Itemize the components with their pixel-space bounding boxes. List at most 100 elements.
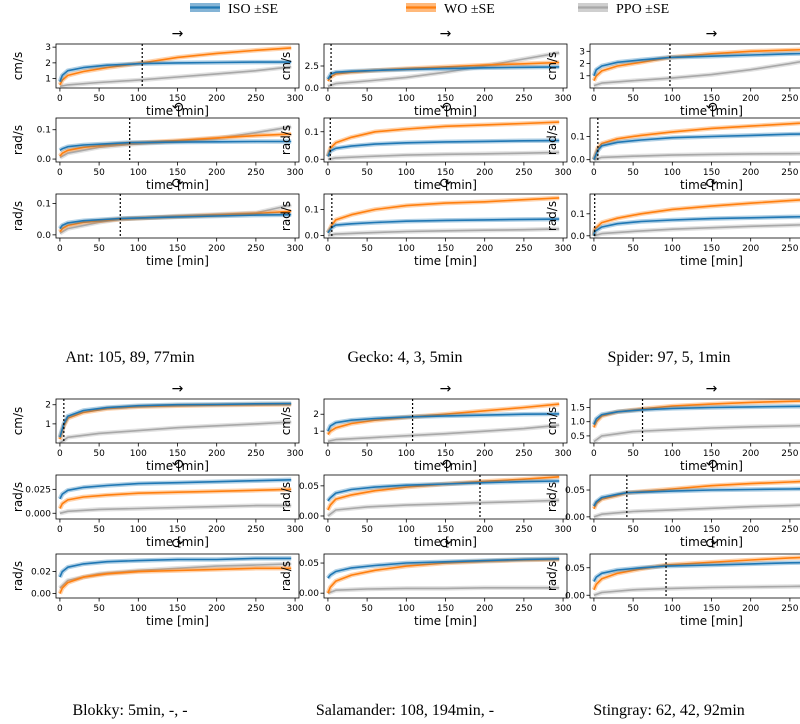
x-tick-label: 100 bbox=[398, 604, 415, 614]
x-tick-label: 100 bbox=[664, 525, 681, 535]
x-tick-label: 100 bbox=[664, 244, 681, 254]
x-tick-label: 150 bbox=[703, 604, 720, 614]
plot-area bbox=[325, 556, 560, 596]
x-tick-label: 300 bbox=[286, 244, 303, 254]
direction-glyph: ⟳ bbox=[706, 176, 718, 192]
y-tick-label: 0.05 bbox=[299, 482, 319, 492]
x-tick-label: 50 bbox=[361, 604, 373, 614]
panel: ⟳ 0 50 100 150 200 250 300 0.00 0.02 time [min] rad… bbox=[11, 536, 304, 628]
series-line-wo bbox=[59, 47, 292, 86]
series-line-iso bbox=[327, 139, 560, 157]
chart-caption: Blokky: 5min, -, - bbox=[72, 702, 187, 719]
x-tick-label: 250 bbox=[515, 244, 532, 254]
panel: ⟲ 0 50 100 150 200 250 300 0.00 0.05 time [min] rad… bbox=[545, 457, 800, 549]
x-tick-label: 250 bbox=[781, 525, 798, 535]
legend-item-wo: WO ±SE bbox=[406, 2, 495, 17]
plot-area bbox=[325, 118, 560, 162]
x-tick-label: 100 bbox=[398, 168, 415, 178]
plot-area bbox=[325, 475, 560, 519]
direction-glyph: ⟲ bbox=[706, 100, 718, 116]
y-tick-label: 0.00 bbox=[299, 512, 319, 522]
x-tick-label: 300 bbox=[286, 168, 303, 178]
x-tick-label: 50 bbox=[627, 244, 639, 254]
x-tick-label: 0 bbox=[57, 525, 63, 535]
chart-caption: Ant: 105, 89, 77min bbox=[65, 349, 194, 366]
series-line-ppo bbox=[593, 424, 800, 443]
panel: ⟲ 0 50 100 150 200 250 300 0.0 0.1 time [min] rad/s bbox=[11, 100, 304, 192]
series-line-ppo bbox=[593, 504, 800, 518]
x-tick-label: 250 bbox=[781, 94, 798, 104]
direction-glyph: → bbox=[440, 381, 452, 397]
x-tick-label: 50 bbox=[93, 168, 105, 178]
plot-area bbox=[58, 194, 292, 238]
x-tick-label: 100 bbox=[130, 94, 147, 104]
series-line-iso bbox=[59, 479, 292, 500]
series-line-iso bbox=[593, 405, 800, 425]
x-axis-label: time [min] bbox=[146, 535, 209, 549]
series-line-wo bbox=[593, 199, 800, 236]
x-tick-label: 200 bbox=[742, 244, 759, 254]
x-tick-label: 200 bbox=[742, 449, 759, 459]
y-axis-label: rad/s bbox=[279, 482, 293, 512]
plot-area bbox=[591, 44, 800, 88]
direction-glyph: → bbox=[172, 26, 184, 42]
chart-spider: → 0 50 100 150 200 250 300 1 2 3 time [min] cm/s ⟲ 0 50… bbox=[545, 26, 800, 366]
direction-glyph: ⟲ bbox=[706, 457, 718, 473]
x-tick-label: 100 bbox=[398, 94, 415, 104]
series-band-ppo bbox=[58, 419, 292, 443]
series-line-ppo bbox=[327, 499, 560, 517]
x-tick-label: 50 bbox=[627, 94, 639, 104]
series-line-ppo bbox=[327, 228, 560, 237]
y-tick-label: 1.5 bbox=[571, 404, 585, 414]
direction-glyph: ⟲ bbox=[172, 100, 184, 116]
x-tick-label: 150 bbox=[703, 244, 720, 254]
x-axis-label: time [min] bbox=[680, 104, 743, 118]
x-tick-label: 0 bbox=[325, 244, 331, 254]
x-tick-label: 250 bbox=[781, 244, 798, 254]
x-tick-label: 50 bbox=[627, 525, 639, 535]
x-axis-label: time [min] bbox=[680, 178, 743, 192]
y-axis-label: rad/s bbox=[11, 125, 25, 155]
x-tick-label: 150 bbox=[169, 168, 186, 178]
y-axis-label: rad/s bbox=[545, 201, 559, 231]
x-tick-label: 200 bbox=[208, 168, 225, 178]
x-tick-label: 200 bbox=[476, 94, 493, 104]
legend: ISO ±SE WO ±SE PPO ±SE bbox=[190, 2, 669, 17]
series-line-wo bbox=[593, 122, 800, 160]
x-tick-label: 50 bbox=[93, 525, 105, 535]
panel: → 0 50 100 150 200 250 300 1 2 3 time [min] cm/s bbox=[11, 26, 304, 118]
x-tick-label: 50 bbox=[93, 604, 105, 614]
series-line-ppo bbox=[327, 586, 560, 594]
y-tick-label: 2.5 bbox=[305, 62, 319, 72]
y-tick-label: 1 bbox=[579, 72, 585, 82]
series-line-wo bbox=[59, 133, 292, 157]
x-tick-label: 300 bbox=[554, 244, 571, 254]
legend-label: PPO ±SE bbox=[616, 2, 669, 17]
series-line-wo bbox=[59, 488, 292, 509]
x-tick-label: 0 bbox=[591, 525, 597, 535]
x-axis-label: time [min] bbox=[414, 535, 477, 549]
x-tick-label: 250 bbox=[781, 168, 798, 178]
series-line-iso bbox=[59, 557, 292, 578]
x-tick-label: 200 bbox=[208, 525, 225, 535]
y-axis-label: cm/s bbox=[279, 407, 293, 436]
x-tick-label: 50 bbox=[361, 525, 373, 535]
x-tick-label: 100 bbox=[664, 94, 681, 104]
legend-item-ppo: PPO ±SE bbox=[578, 2, 669, 17]
x-tick-label: 150 bbox=[437, 449, 454, 459]
series-line-ppo bbox=[327, 424, 560, 443]
y-tick-label: 0.0 bbox=[305, 84, 320, 94]
series-line-wo bbox=[327, 403, 560, 435]
series-line-iso bbox=[327, 480, 560, 502]
series-line-iso bbox=[327, 413, 560, 432]
y-tick-label: 0.00 bbox=[299, 589, 319, 599]
x-tick-label: 250 bbox=[515, 449, 532, 459]
chart-caption: Salamander: 108, 194min, - bbox=[316, 702, 494, 719]
x-tick-label: 50 bbox=[627, 449, 639, 459]
x-tick-label: 300 bbox=[554, 525, 571, 535]
y-tick-label: 0.5 bbox=[571, 432, 585, 442]
